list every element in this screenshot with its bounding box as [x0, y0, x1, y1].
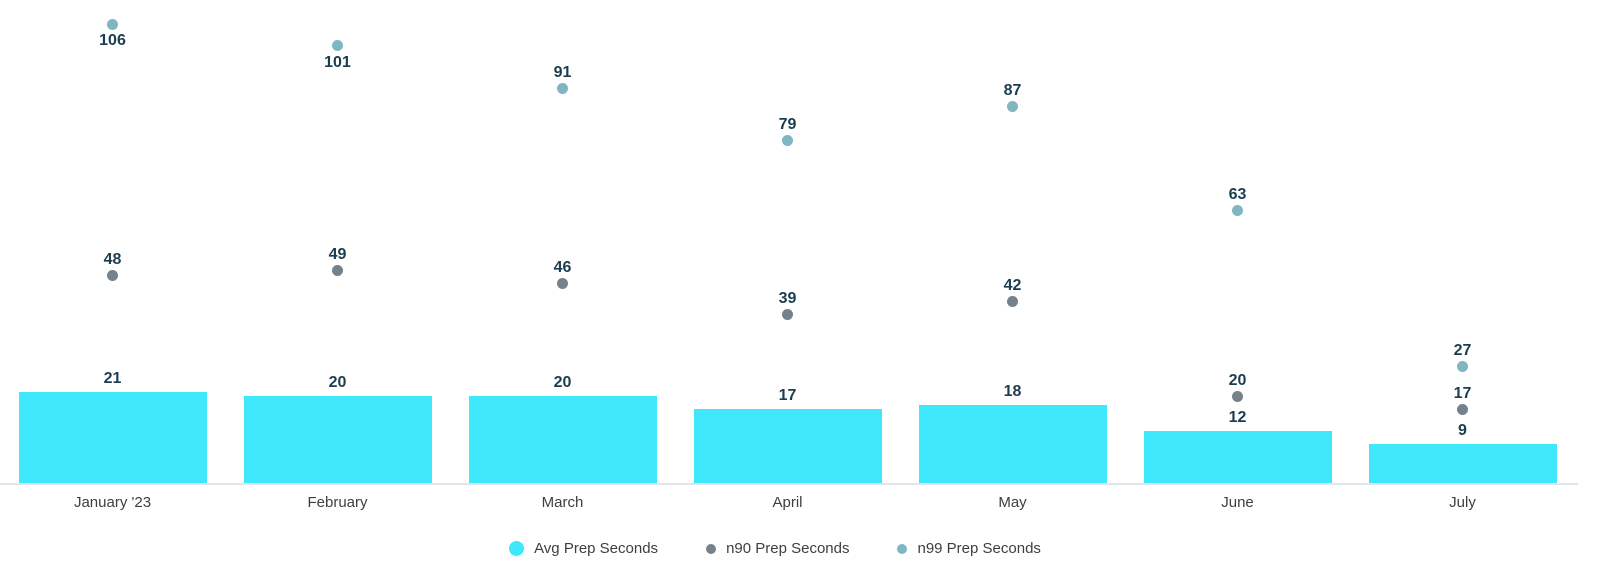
- avg-prep-seconds-value-label: 9: [1458, 422, 1467, 440]
- n90-prep-seconds-dot-value-label: 42: [1003, 276, 1022, 294]
- n90-prep-seconds-dot-value-label: 46: [553, 259, 572, 277]
- n99-prep-seconds-dot[interactable]: [1457, 360, 1468, 372]
- n99-prep-seconds-marker-icon: [897, 543, 908, 554]
- avg-prep-seconds-bar[interactable]: [18, 392, 207, 483]
- avg-prep-seconds-bar[interactable]: [693, 409, 882, 483]
- n99-prep-seconds-dot-value-label: 91: [553, 64, 572, 82]
- n90-prep-seconds-dot-value-label: 20: [1228, 371, 1247, 389]
- avg-prep-seconds-bar[interactable]: [918, 405, 1107, 483]
- n99-prep-seconds-dot-value-label: 87: [1003, 81, 1022, 99]
- avg-prep-seconds-bar[interactable]: [1143, 431, 1332, 483]
- n99-prep-seconds-dot[interactable]: [557, 83, 568, 95]
- legend-label: n99 Prep Seconds: [917, 540, 1041, 557]
- plot-area: 21 48 106 January '23 20 49 101 February 20 46 91 M…: [0, 18, 1578, 511]
- x-axis-label-april: April: [772, 494, 803, 511]
- n99-prep-seconds-dot[interactable]: [1007, 100, 1018, 112]
- n90-prep-seconds-dot-value-label: 48: [103, 250, 122, 268]
- n90-prep-seconds-marker-icon: [706, 543, 717, 554]
- n90-prep-seconds-dot-value-label: 17: [1453, 384, 1472, 402]
- x-axis-label-july: July: [1449, 494, 1476, 511]
- legend-item-n99-prep-seconds[interactable]: n99 Prep Seconds: [897, 540, 1041, 557]
- n90-prep-seconds-dot[interactable]: [782, 308, 793, 320]
- avg-prep-seconds-bar[interactable]: [243, 396, 432, 483]
- n99-prep-seconds-dot-value-label: 106: [99, 32, 126, 50]
- n99-prep-seconds-dot-value-label: 79: [778, 116, 797, 134]
- n90-prep-seconds-dot[interactable]: [1457, 403, 1468, 415]
- x-axis-label-june: June: [1221, 494, 1254, 511]
- avg-prep-seconds-value-label: 17: [778, 387, 797, 405]
- x-axis-line: [0, 483, 1578, 485]
- n90-prep-seconds-dot[interactable]: [332, 265, 343, 277]
- n99-prep-seconds-dot[interactable]: [107, 18, 118, 30]
- n90-prep-seconds-dot[interactable]: [557, 278, 568, 290]
- avg-prep-seconds-value-label: 20: [553, 374, 572, 392]
- n99-prep-seconds-dot-value-label: 101: [324, 53, 351, 71]
- n90-prep-seconds-dot-value-label: 49: [328, 246, 347, 264]
- legend-label: Avg Prep Seconds: [534, 540, 659, 557]
- x-axis-label-march: March: [541, 494, 584, 511]
- chart-legend: Avg Prep Seconds n90 Prep Seconds n99 Pr…: [0, 540, 1550, 557]
- avg-prep-seconds-marker-icon: [509, 541, 525, 556]
- x-axis-label-february: February: [307, 494, 368, 511]
- legend-label: n90 Prep Seconds: [726, 540, 850, 557]
- avg-prep-seconds-value-label: 12: [1228, 409, 1247, 427]
- avg-prep-seconds-bar[interactable]: [1368, 444, 1557, 483]
- avg-prep-seconds-value-label: 20: [328, 374, 347, 392]
- avg-prep-seconds-bar[interactable]: [468, 396, 657, 483]
- n90-prep-seconds-dot[interactable]: [1232, 390, 1243, 402]
- n99-prep-seconds-dot[interactable]: [1232, 204, 1243, 216]
- n90-prep-seconds-dot[interactable]: [107, 269, 118, 281]
- n99-prep-seconds-dot[interactable]: [332, 40, 343, 52]
- n90-prep-seconds-dot[interactable]: [1007, 295, 1018, 307]
- n99-prep-seconds-dot[interactable]: [782, 135, 793, 147]
- n99-prep-seconds-dot-value-label: 27: [1453, 341, 1472, 359]
- n99-prep-seconds-dot-value-label: 63: [1228, 185, 1247, 203]
- x-axis-label-may: May: [998, 494, 1027, 511]
- legend-item-n90-prep-seconds[interactable]: n90 Prep Seconds: [706, 540, 849, 557]
- avg-prep-seconds-value-label: 18: [1003, 383, 1022, 401]
- legend-item-avg-prep-seconds[interactable]: Avg Prep Seconds: [509, 540, 658, 557]
- n90-prep-seconds-dot-value-label: 39: [778, 289, 797, 307]
- x-axis-label-january-23: January '23: [73, 494, 152, 511]
- avg-prep-seconds-value-label: 21: [103, 370, 122, 388]
